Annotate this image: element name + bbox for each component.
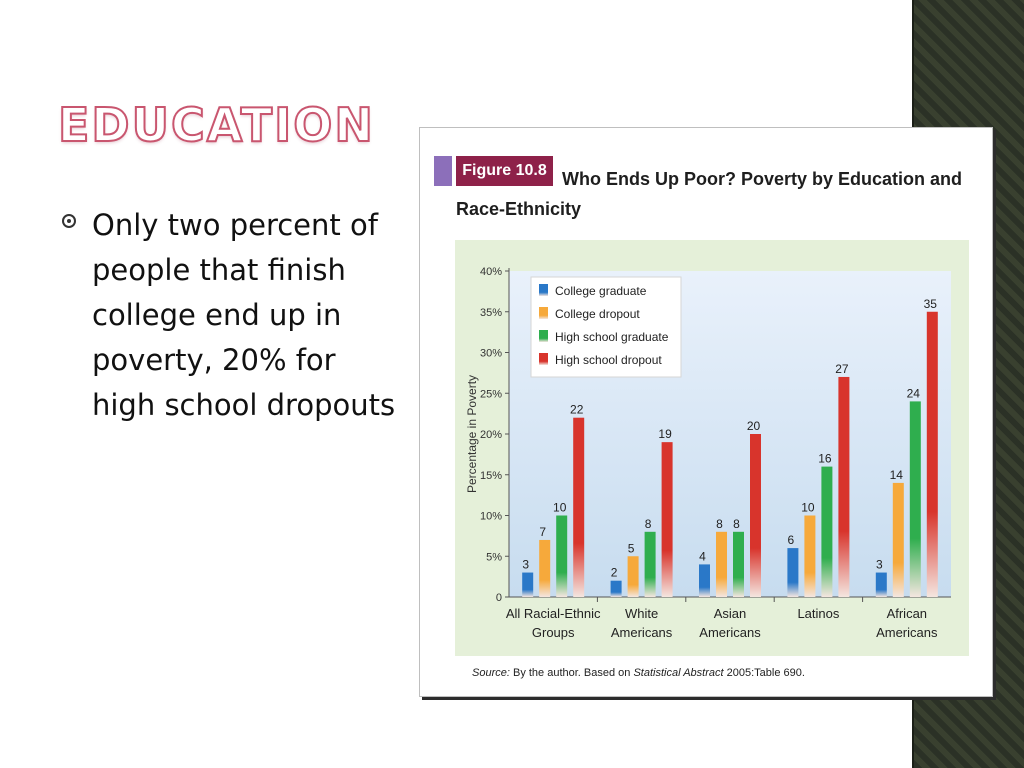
legend-box (530, 276, 682, 378)
bar (750, 434, 761, 597)
bar-value-label: 16 (818, 452, 832, 466)
bar-value-label: 27 (835, 362, 849, 376)
figure-panel: Who Ends Up Poor? Poverty by Education a… (419, 127, 993, 697)
bar (573, 417, 585, 597)
bar (909, 401, 921, 597)
bar-value-label: 4 (699, 549, 706, 563)
bar (787, 548, 799, 597)
bar-value-label: 6 (788, 533, 795, 547)
bar (821, 466, 833, 597)
category-label: Groups (532, 625, 575, 640)
category-label: Americans (699, 625, 761, 640)
bullet-point: Only two percent of people that finish c… (62, 203, 407, 428)
bar-value-label: 10 (553, 501, 567, 515)
bar-value-label: 7 (539, 525, 546, 539)
bar (875, 572, 887, 597)
category-label: Latinos (797, 606, 839, 621)
category-label: All Racial-Ethnic (506, 606, 601, 621)
bar-value-label: 3 (876, 558, 883, 572)
legend-swatch (539, 307, 548, 319)
bar (838, 376, 850, 597)
bar-value-label: 22 (570, 403, 584, 417)
bar-value-label: 35 (924, 297, 938, 311)
bar-value-label: 8 (645, 517, 652, 531)
source-text: By the author. Based on (512, 667, 631, 679)
legend-entry: High school graduate (555, 330, 669, 344)
category-label: Americans (876, 625, 938, 640)
source-label: Source: (472, 667, 510, 679)
bar (539, 539, 551, 597)
y-tick-label: 25% (480, 388, 502, 400)
bar (610, 580, 622, 597)
bar (716, 531, 727, 597)
bar-value-label: 20 (747, 419, 761, 433)
legend-swatch (539, 330, 548, 342)
category-label: African (887, 606, 927, 621)
bar-value-label: 3 (522, 558, 529, 572)
bar (627, 556, 639, 597)
y-tick-label: 15% (480, 470, 502, 482)
legend-swatch (539, 284, 548, 296)
y-tick-label: 0 (496, 592, 502, 604)
y-tick-label: 10% (480, 511, 502, 523)
legend-swatch (539, 353, 548, 365)
source-publication: Statistical Abstract (633, 667, 724, 679)
y-tick-label: 5% (486, 551, 502, 563)
y-tick-label: 20% (480, 429, 502, 441)
bar (926, 311, 938, 597)
bar-value-label: 2 (611, 566, 618, 580)
figure-badge: Figure 10.8 (456, 156, 553, 186)
bar-value-label: 8 (733, 517, 740, 531)
figure-accent-bar (434, 156, 452, 186)
bar (522, 572, 534, 597)
category-label: Asian (714, 606, 747, 621)
slide-title: EDUCATION (57, 97, 375, 153)
bar-value-label: 8 (716, 517, 723, 531)
bar (892, 482, 904, 597)
bar (661, 442, 673, 597)
category-label: Americans (611, 625, 673, 640)
bar-value-label: 24 (907, 386, 921, 400)
bullet-text: Only two percent of people that finish c… (92, 208, 396, 422)
legend-entry: High school dropout (555, 353, 662, 367)
y-axis-label: Percentage in Poverty (465, 375, 479, 493)
source-note: Source: By the author. Based on Statisti… (472, 667, 805, 679)
bar-value-label: 19 (658, 427, 672, 441)
poverty-bar-chart: 0 5% 10% 15% 20% 25% 30% 35% 40% Percentage in Po… (465, 266, 951, 640)
bar (556, 515, 568, 597)
category-label: White (625, 606, 658, 621)
source-table: 2005:Table 690. (726, 667, 805, 679)
legend-entry: College dropout (555, 307, 640, 321)
bar-value-label: 14 (890, 468, 904, 482)
bullet-icon (62, 214, 76, 228)
figure-title: Who Ends Up Poor? Poverty by Education a… (456, 169, 963, 219)
bar-value-label: 10 (801, 501, 815, 515)
legend-entry: College graduate (555, 284, 647, 298)
bar (733, 531, 744, 597)
y-tick-label: 30% (480, 348, 502, 360)
y-tick-label: 35% (480, 307, 502, 319)
bar (644, 531, 656, 597)
bar-value-label: 5 (628, 541, 635, 555)
bar (699, 564, 710, 597)
y-tick-label: 40% (480, 266, 502, 278)
bar (804, 515, 816, 597)
